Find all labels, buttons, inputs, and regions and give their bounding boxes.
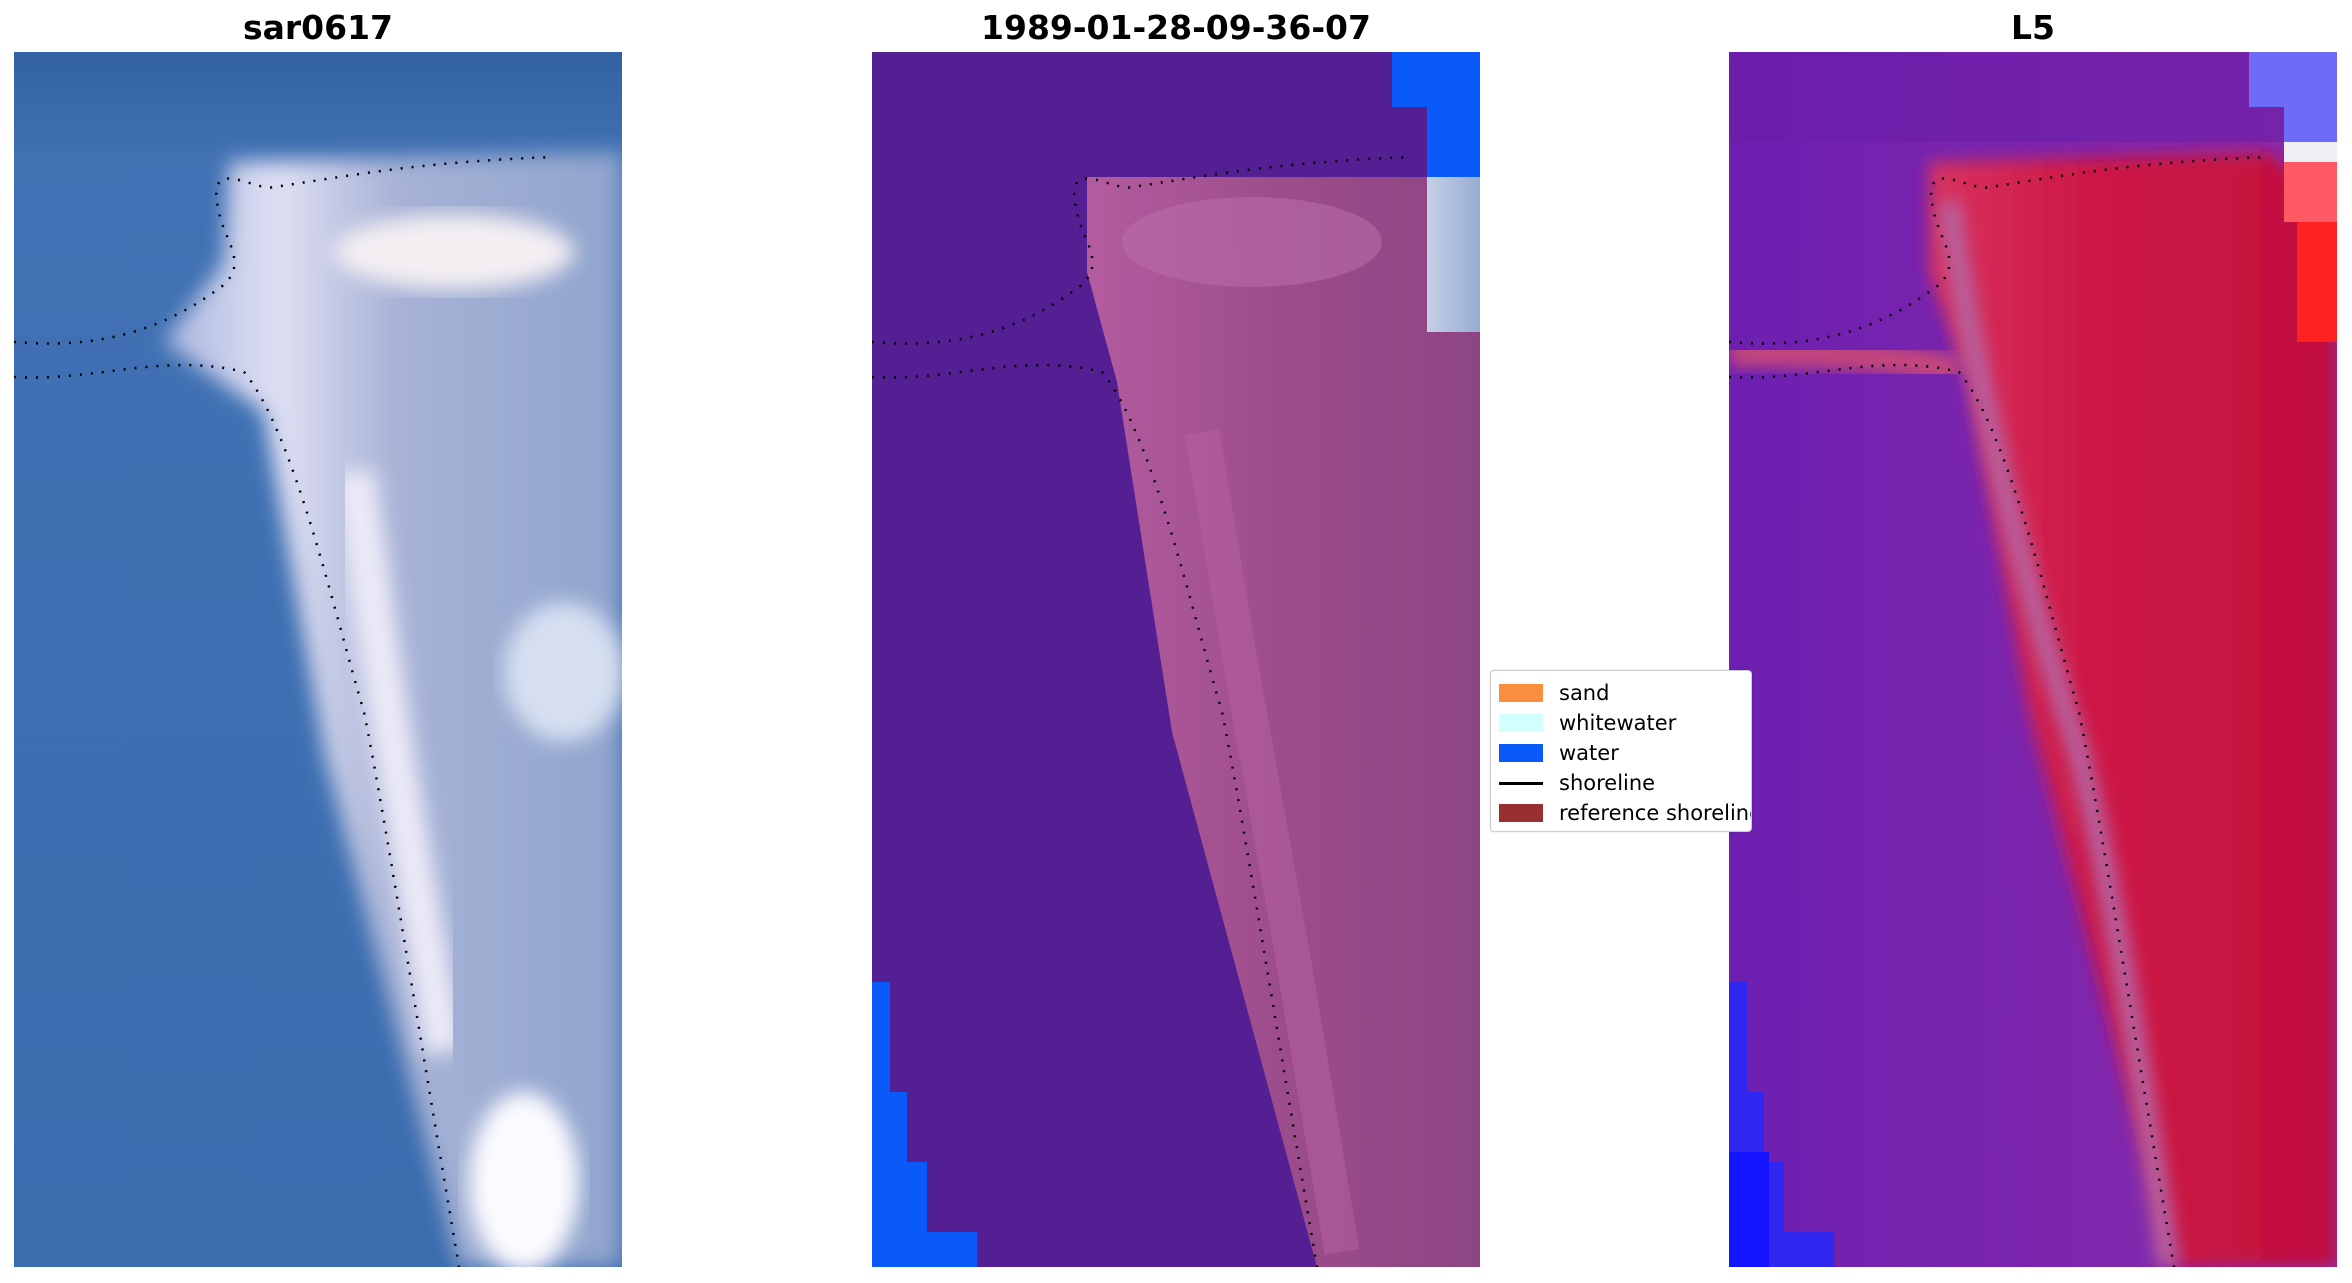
classified-image-panel (872, 52, 1480, 1267)
panel-title-index: L5 (2011, 8, 2055, 47)
legend-label: shoreline (1559, 771, 1656, 795)
legend-label: sand (1559, 681, 1610, 705)
panel-title-classified: 1989-01-28-09-36-07 (981, 8, 1371, 47)
legend-swatch-sand (1499, 684, 1543, 702)
panel-title-rgb: sar0617 (242, 8, 394, 47)
rgb-image-panel (14, 52, 622, 1267)
legend-swatch-reference-shoreline (1499, 804, 1543, 822)
legend-label: whitewater (1559, 711, 1677, 735)
index-image-panel (1729, 52, 2337, 1267)
legend-item-water: water (1499, 739, 1619, 767)
legend-swatch-whitewater (1499, 714, 1543, 732)
legend-label: water (1559, 741, 1619, 765)
rgb-image (14, 52, 622, 1267)
legend-item-sand: sand (1499, 679, 1609, 707)
index-image (1729, 52, 2337, 1267)
legend-item-whitewater: whitewater (1499, 709, 1676, 737)
classified-image (872, 52, 1480, 1267)
legend-item-reference-shoreline: reference shoreline (1499, 799, 1752, 827)
legend-line-shoreline (1499, 781, 1543, 785)
legend-label: reference shoreline (1559, 801, 1752, 825)
legend-swatch-water (1499, 744, 1543, 762)
legend: sand whitewater water shoreline referenc… (1490, 670, 1752, 832)
legend-item-shoreline: shoreline (1499, 769, 1655, 797)
